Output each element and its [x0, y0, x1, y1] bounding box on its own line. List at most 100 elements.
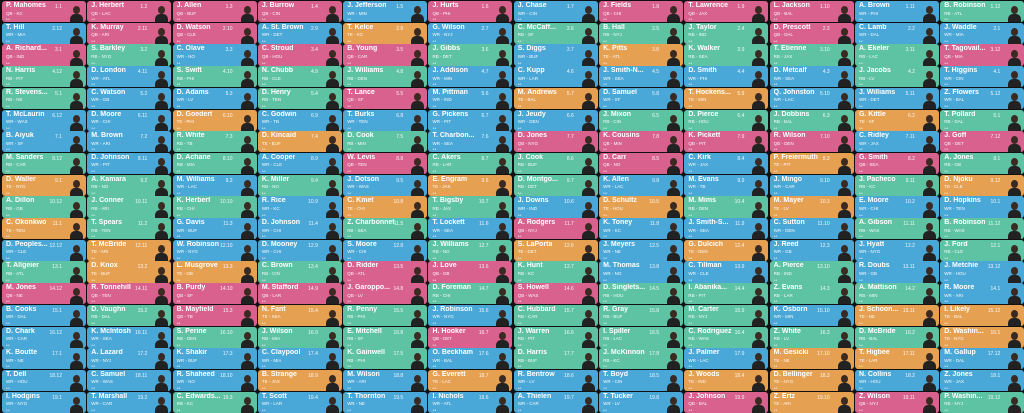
pick-card[interactable]: J. Cook RB - BUF 8.6 ↔ [513, 152, 598, 175]
pick-card[interactable]: R. Doubs WR - GB 13.11 ↔ [854, 261, 939, 283]
swap-arrow-icon[interactable]: ↔ [857, 16, 864, 23]
pick-card[interactable]: J. Smith-N... WR - SEA 4.5 ↔ [599, 66, 684, 88]
swap-arrow-icon[interactable]: ↔ [5, 37, 11, 44]
swap-arrow-icon[interactable]: ↔ [857, 211, 864, 218]
swap-arrow-icon[interactable]: ↔ [516, 37, 523, 44]
swap-arrow-icon[interactable]: ↔ [602, 298, 609, 305]
swap-arrow-icon[interactable]: ↔ [175, 233, 182, 240]
pick-card[interactable]: R. Stevens... RB - NE 5.1 ↔ [2, 87, 86, 109]
swap-arrow-icon[interactable]: ↔ [260, 254, 267, 261]
swap-arrow-icon[interactable]: ↔ [5, 81, 11, 88]
swap-arrow-icon[interactable]: ↔ [431, 168, 438, 175]
pick-card[interactable]: J. Addison WR - MIN 4.7 ↔ [428, 66, 513, 88]
swap-arrow-icon[interactable]: ↔ [772, 363, 779, 370]
swap-arrow-icon[interactable]: ↔ [260, 341, 267, 348]
swap-arrow-icon[interactable]: ↔ [5, 341, 11, 348]
pick-card[interactable]: I. Nichols WR - ATL 19.6 ↔ [428, 391, 513, 413]
swap-arrow-icon[interactable]: ↔ [857, 103, 864, 109]
swap-arrow-icon[interactable]: ↔ [516, 168, 523, 175]
swap-arrow-icon[interactable]: ↔ [516, 233, 523, 240]
pick-card[interactable]: D. Smith WR - PHI 4.4 ↔ [684, 66, 769, 88]
swap-arrow-icon[interactable]: ↔ [431, 211, 438, 218]
pick-card[interactable]: K. Pitts TE - ATL 3.8 ↔ [599, 44, 684, 66]
pick-card[interactable]: G. Everett TE - LAC 18.7 ↔ [428, 369, 513, 392]
swap-arrow-icon[interactable]: ↔ [516, 81, 523, 88]
pick-card[interactable]: R. White RB - TB 7.3 ↔ [172, 131, 257, 153]
pick-card[interactable]: T. Allgeier RB - ATL 13.1 ↔ [2, 261, 86, 283]
pick-card[interactable]: A. Dillon RB - GB 10.12 ↔ [2, 196, 86, 218]
pick-card[interactable]: P. Freiermuth TE - PIT 8.3 ↔ [769, 152, 854, 175]
swap-arrow-icon[interactable]: ↔ [602, 168, 609, 175]
swap-arrow-icon[interactable]: ↔ [346, 341, 353, 348]
pick-card[interactable]: D. Peoples... WR - CLE 12.12 ↔ [2, 239, 86, 261]
swap-arrow-icon[interactable]: ↔ [602, 406, 609, 413]
swap-arrow-icon[interactable]: ↔ [602, 341, 609, 348]
swap-arrow-icon[interactable]: ↔ [516, 16, 523, 23]
swap-arrow-icon[interactable]: ↔ [687, 103, 694, 109]
swap-arrow-icon[interactable]: ↔ [90, 363, 97, 370]
swap-arrow-icon[interactable]: ↔ [772, 16, 779, 23]
pick-card[interactable]: D. Metcalf WR - SEA 4.3 ↔ [769, 66, 854, 88]
swap-arrow-icon[interactable]: ↔ [857, 168, 864, 175]
pick-card[interactable]: M. Sanders RB - CAR 8.12 ↔ [2, 152, 86, 175]
pick-card[interactable]: T. McBride TE - ARI 12.11 ↔ [87, 239, 172, 261]
swap-arrow-icon[interactable]: ↔ [346, 37, 353, 44]
pick-card[interactable]: D. Watson QB - CLE 2.10 ↔ [172, 22, 257, 44]
pick-card[interactable]: M. Gallup WR - DAL 17.12 ↔ [940, 348, 1024, 370]
pick-card[interactable]: A. Rodgers QB - NYJ 11.7 ↔ [513, 218, 598, 240]
pick-card[interactable]: C. McCaff... RB - SF 2.6 ↔ [513, 22, 598, 44]
pick-card[interactable]: J. Johnson QB - BAL 19.9 ↔ [684, 391, 769, 413]
pick-card[interactable]: C. Kmet TE - CHI 10.8 ↔ [343, 196, 428, 218]
swap-arrow-icon[interactable]: ↔ [431, 146, 438, 153]
swap-arrow-icon[interactable]: ↔ [5, 276, 11, 283]
swap-arrow-icon[interactable]: ↔ [602, 254, 609, 261]
pick-card[interactable]: J. Waddle WR - MIA 2.1 ↔ [940, 22, 1024, 44]
swap-arrow-icon[interactable]: ↔ [346, 81, 353, 88]
swap-arrow-icon[interactable]: ↔ [175, 341, 182, 348]
swap-arrow-icon[interactable]: ↔ [602, 385, 609, 392]
pick-card[interactable]: J. Dobbins RB - BAL 6.3 ↔ [769, 109, 854, 131]
swap-arrow-icon[interactable]: ↔ [943, 320, 950, 327]
swap-arrow-icon[interactable]: ↔ [516, 103, 523, 109]
swap-arrow-icon[interactable]: ↔ [943, 341, 950, 348]
swap-arrow-icon[interactable]: ↔ [602, 320, 609, 327]
pick-card[interactable]: D. Bellinger TE - NYG 18.3 ↔ [769, 369, 854, 392]
swap-arrow-icon[interactable]: ↔ [346, 103, 353, 109]
swap-arrow-icon[interactable]: ↔ [943, 233, 950, 240]
pick-card[interactable]: J. Palmer WR - LAC 17.9 ↔ [684, 348, 769, 370]
swap-arrow-icon[interactable]: ↔ [857, 37, 864, 44]
pick-card[interactable]: C. Samuel WR - WAS 18.11 ↔ [87, 369, 172, 392]
swap-arrow-icon[interactable]: ↔ [431, 189, 438, 196]
pick-card[interactable]: J. Dotson WR - WAS 9.5 ↔ [343, 174, 428, 196]
pick-card[interactable]: J. Williams RB - NO 12.7 ↔ [428, 239, 513, 261]
pick-card[interactable]: E. Mitchell RB - SF 16.8 ↔ [343, 326, 428, 348]
pick-card[interactable]: C. Rodriguez RB - WAS 16.4 ↔ [684, 326, 769, 348]
swap-arrow-icon[interactable]: ↔ [260, 103, 267, 109]
swap-arrow-icon[interactable]: ↔ [943, 298, 950, 305]
swap-arrow-icon[interactable]: ↔ [431, 124, 438, 131]
pick-card[interactable]: B. Robinson RB - ATL 1.12 ↔ [940, 1, 1024, 23]
swap-arrow-icon[interactable]: ↔ [602, 211, 609, 218]
swap-arrow-icon[interactable]: ↔ [175, 254, 182, 261]
pick-card[interactable]: J. Warren RB - PIT 16.6 ↔ [513, 326, 598, 348]
pick-card[interactable]: T. Burks WR - TEN 6.8 ↔ [343, 109, 428, 131]
pick-card[interactable]: C. Watson WR - GB 5.2 ↔ [87, 87, 172, 109]
pick-card[interactable]: J. Goff QB - DET 7.12 ↔ [940, 131, 1024, 153]
swap-arrow-icon[interactable]: ↔ [431, 59, 438, 66]
pick-card[interactable]: J. Gibbs RB - DET 3.6 ↔ [428, 44, 513, 66]
swap-arrow-icon[interactable]: ↔ [602, 146, 609, 153]
swap-arrow-icon[interactable]: ↔ [516, 320, 523, 327]
pick-card[interactable]: S. Moore WR - CHI 12.8 ↔ [343, 239, 428, 261]
swap-arrow-icon[interactable]: ↔ [687, 146, 694, 153]
swap-arrow-icon[interactable]: ↔ [772, 59, 779, 66]
pick-card[interactable]: T. Hill WR - MIA 2.12 ↔ [2, 22, 86, 44]
swap-arrow-icon[interactable]: ↔ [516, 146, 523, 153]
swap-arrow-icon[interactable]: ↔ [431, 320, 438, 327]
pick-card[interactable]: O. Beckham WR - BAL 17.6 ↔ [428, 348, 513, 370]
swap-arrow-icon[interactable]: ↔ [516, 189, 523, 196]
pick-card[interactable]: D. London WR - ATL 4.11 ↔ [87, 66, 172, 88]
pick-card[interactable]: G. Davis WR - BUF 11.3 ↔ [172, 218, 257, 240]
swap-arrow-icon[interactable]: ↔ [687, 320, 694, 327]
pick-card[interactable]: R. Bentrow WR - LV 18.6 ↔ [513, 369, 598, 392]
swap-arrow-icon[interactable]: ↔ [516, 363, 523, 370]
